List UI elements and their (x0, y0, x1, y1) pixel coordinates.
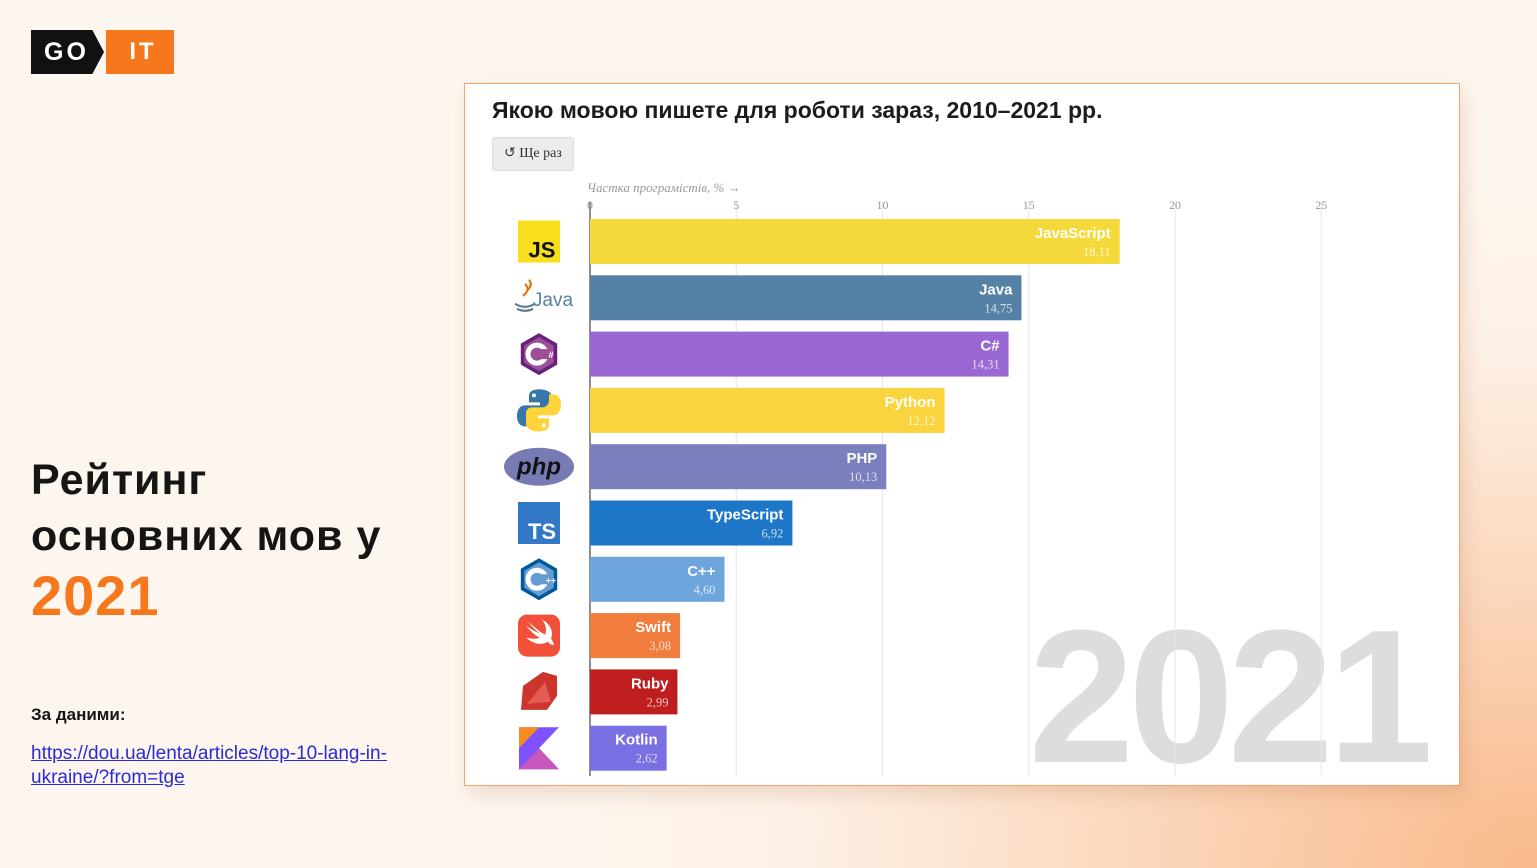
source-label: За даними: (31, 705, 126, 724)
x-tick-label: 15 (1023, 198, 1035, 212)
bar-java (590, 275, 1022, 321)
logo-it-text: IT (106, 30, 174, 74)
bar-value-label: 4,60 (694, 583, 716, 597)
bar-label: Swift (635, 619, 671, 636)
bar-kotlin (590, 725, 667, 771)
bar-label: PHP (846, 450, 877, 467)
php-logo-icon: php (504, 447, 574, 486)
svg-text:JS: JS (529, 238, 556, 263)
headline-line-1: Рейтинг (31, 456, 208, 504)
swift-logo-icon (518, 614, 560, 657)
bar-value-label: 18,11 (1083, 245, 1111, 259)
source-link[interactable]: https://dou.ua/lenta/articles/top-10-lan… (31, 743, 387, 788)
bar-label: Python (885, 394, 936, 411)
bar-python (590, 387, 945, 433)
bar-php (590, 444, 887, 490)
headline-line-2: основних мов у (31, 512, 382, 560)
x-tick-label: 20 (1169, 198, 1181, 212)
bar-label: Kotlin (615, 732, 658, 749)
python-logo-icon (517, 389, 561, 432)
headline-year: 2021 (31, 564, 160, 627)
js-logo-icon: JS (518, 220, 560, 263)
bar-label: JavaScript (1035, 225, 1111, 242)
logo-go-text: GO (31, 30, 104, 74)
svg-text:#: # (548, 350, 553, 360)
ruby-logo-icon (521, 671, 557, 710)
chart-panel: Якою мовою пишете для роботи зараз, 2010… (464, 83, 1460, 786)
bar-chart: 2021 0 5 10 15 20 25 JavaScript 18,11 Java 14,75… (504, 198, 1435, 785)
bar-value-label: 14,75 (984, 301, 1012, 315)
svg-text:php: php (516, 454, 561, 481)
x-tick-label: 0 (587, 198, 593, 212)
bar-javascript (590, 219, 1120, 264)
bar-cpp (590, 556, 725, 602)
bar-ruby (590, 669, 678, 715)
bar-label: Ruby (631, 675, 669, 692)
bar-value-label: 14,31 (971, 358, 999, 372)
bar-csharp (590, 331, 1009, 377)
bar-value-label: 2,62 (636, 752, 658, 766)
bar-label: TypeScript (707, 507, 783, 524)
kotlin-logo-icon (519, 727, 559, 770)
bar-value-label: 2,99 (647, 695, 669, 709)
x-axis-title: Частка програмістів, % → (587, 180, 741, 195)
bar-label: C++ (687, 563, 716, 580)
svg-text:TS: TS (528, 519, 556, 544)
bar-value-label: 6,92 (762, 527, 784, 541)
bar-value-label: 12,12 (907, 414, 935, 428)
java-logo-icon: Java (514, 279, 574, 312)
bar-label: C# (980, 338, 1000, 355)
goit-logo: GO IT (31, 30, 174, 74)
replay-button[interactable]: ↺ Ще раз (492, 137, 574, 171)
typescript-logo-icon: TS (518, 502, 560, 544)
bar-label: Java (979, 281, 1013, 298)
x-tick-label: 25 (1315, 198, 1327, 212)
x-tick-label: 10 (877, 198, 889, 212)
chart-title: Якою мовою пишете для роботи зараз, 2010… (492, 97, 1103, 123)
bar-value-label: 3,08 (649, 639, 671, 653)
x-tick-label: 5 (733, 198, 739, 212)
bar-value-label: 10,13 (849, 470, 877, 484)
csharp-logo-icon: # (520, 333, 558, 376)
year-watermark: 2021 (1029, 591, 1429, 785)
bar-typescript (590, 500, 793, 546)
cpp-logo-icon: ++ (520, 558, 558, 601)
bar-swift (590, 613, 681, 659)
svg-text:Java: Java (533, 290, 574, 311)
page-headline: Рейтинг основних мов у 2021 (31, 452, 381, 628)
svg-text:++: ++ (546, 575, 557, 585)
